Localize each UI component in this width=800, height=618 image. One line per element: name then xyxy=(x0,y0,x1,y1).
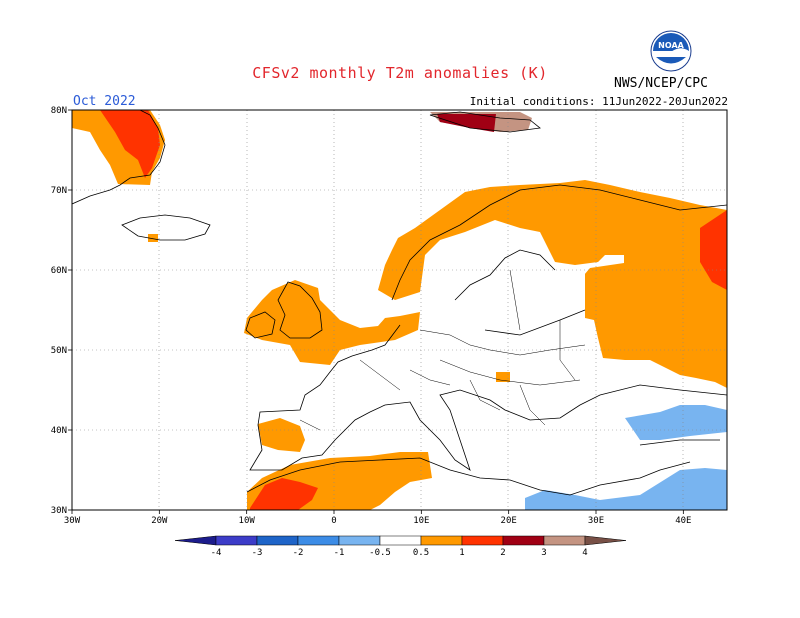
lon-tick-label: 20E xyxy=(501,516,517,526)
lon-tick-label: 40E xyxy=(675,516,691,526)
lat-axis: 30N 40N 50N 60N 70N 80N xyxy=(51,106,72,516)
anomaly-morocco-strong xyxy=(250,478,318,510)
anomaly-british-isles xyxy=(244,280,420,365)
lat-tick-label: 70N xyxy=(51,186,67,196)
colorbar-segment xyxy=(584,535,627,546)
noaa-logo-icon: NOAA xyxy=(650,30,692,72)
lat-tick-label: 60N xyxy=(51,266,67,276)
colorbar-segment xyxy=(338,535,381,546)
colorbar-segment xyxy=(543,535,586,546)
colorbar-segment xyxy=(461,535,504,546)
map-frame xyxy=(71,109,728,511)
coastlines xyxy=(72,110,727,496)
colorbar-label: -3 xyxy=(252,548,263,558)
anomaly-scandinavia xyxy=(378,180,727,388)
colorbar-label: 4 xyxy=(582,548,587,558)
chart-title: CFSv2 monthly T2m anomalies (K) xyxy=(252,64,548,82)
borders xyxy=(299,269,586,431)
anomaly-central-europe xyxy=(496,372,510,382)
colorbar-label: 0.5 xyxy=(413,548,429,558)
anomaly-svalbard-strong xyxy=(437,114,496,132)
map-area xyxy=(72,110,727,510)
colorbar-label: -0.5 xyxy=(369,548,391,558)
anomaly-iceland xyxy=(148,234,158,242)
lon-tick-label: 30E xyxy=(588,516,604,526)
lat-tick-label: 50N xyxy=(51,346,67,356)
lon-tick-label: 0 xyxy=(331,516,336,526)
colorbar-label: -1 xyxy=(334,548,345,558)
gridlines xyxy=(72,110,727,510)
lat-tick-label: 80N xyxy=(51,106,67,116)
anomaly-middle-east-neg xyxy=(525,468,727,510)
lon-tick-label: 20W xyxy=(151,516,168,526)
initial-conditions: Initial conditions: 11Jun2022-20Jun2022 xyxy=(469,95,728,108)
colorbar-segment xyxy=(502,535,545,546)
colorbar-segment xyxy=(256,535,299,546)
lat-tick-label: 40N xyxy=(51,426,67,436)
colorbar-label: 2 xyxy=(500,548,505,558)
lat-tick-label: 30N xyxy=(51,506,67,516)
colorbar-segment xyxy=(215,535,258,546)
colorbar-label: 1 xyxy=(459,548,464,558)
colorbar-segment xyxy=(379,535,422,546)
colorbar-segment xyxy=(297,535,340,546)
lon-tick-label: 30W xyxy=(64,516,81,526)
colorbar-label: -4 xyxy=(211,548,222,558)
forecast-month: Oct 2022 xyxy=(73,94,136,109)
colorbar-label: -2 xyxy=(293,548,304,558)
anomaly-fields xyxy=(72,110,727,510)
noaa-logo-text: NOAA xyxy=(658,41,684,50)
agency-label: NWS/NCEP/CPC xyxy=(614,76,708,91)
colorbar-segment xyxy=(420,535,463,546)
anomaly-greenland-strong xyxy=(100,110,160,178)
colorbar: -4 -3 -2 -1 -0.5 0.5 1 2 3 4 xyxy=(174,535,627,558)
colorbar-label: 3 xyxy=(541,548,546,558)
lon-axis: 30W 20W 10W 0 10E 20E 30E 40E xyxy=(64,510,691,526)
lon-tick-label: 10W xyxy=(239,516,256,526)
anomaly-turkey-neg xyxy=(625,405,727,440)
lon-tick-label: 10E xyxy=(413,516,429,526)
anomaly-iberia xyxy=(258,418,305,452)
colorbar-segment xyxy=(174,535,217,546)
